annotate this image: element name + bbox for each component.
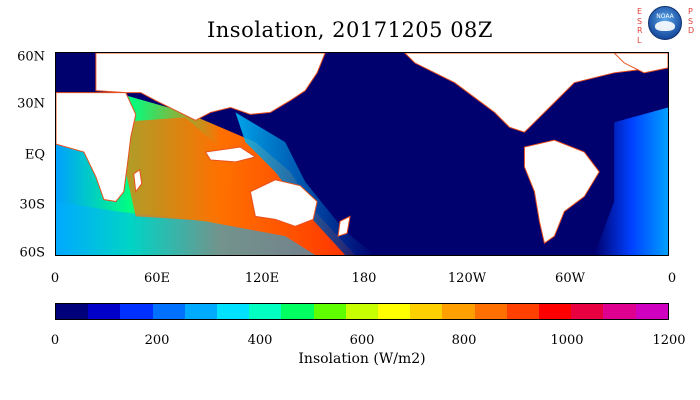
colorbar-swatch xyxy=(152,304,185,319)
colorbar-swatch xyxy=(281,304,314,319)
colorbar-swatch xyxy=(120,304,153,319)
logo-letter: R xyxy=(637,26,643,35)
logo-letter: E xyxy=(637,7,643,16)
colorbar-tick-label: 400 xyxy=(247,333,273,348)
y-tick-label: EQ xyxy=(24,147,45,163)
indonesia xyxy=(204,146,257,163)
logo-letter: S xyxy=(688,16,694,26)
x-tick-label: 120E xyxy=(244,271,280,286)
eurasia xyxy=(95,53,326,121)
noaa-esrl-psd-logo: E S R L NOAA P S D xyxy=(626,4,700,45)
colorbar-title: Insolation (W/m2) xyxy=(298,351,426,367)
colorbar-swatch xyxy=(603,304,636,319)
new-zealand xyxy=(337,215,351,237)
colorbar-tick-label: 600 xyxy=(349,333,375,348)
y-tick-label: 30S xyxy=(19,197,45,213)
southern-ocean-band xyxy=(56,201,316,255)
y-tick-label: 30N xyxy=(17,96,45,112)
x-tick-label: 0 xyxy=(667,271,677,286)
south-america xyxy=(523,139,600,244)
colorbar-swatch xyxy=(506,304,540,319)
colorbar-swatch xyxy=(539,304,572,319)
colorbar-swatch xyxy=(184,304,218,319)
colorbar-swatch xyxy=(410,304,443,319)
colorbar-swatch xyxy=(474,304,507,319)
colorbar-swatch xyxy=(378,304,411,319)
colorbar-swatch xyxy=(442,304,475,319)
colorbar-swatch xyxy=(217,304,250,319)
australia xyxy=(249,179,318,227)
colorbar-tick-label: 800 xyxy=(451,333,477,348)
colorbar-swatch xyxy=(249,304,282,319)
landmasses xyxy=(56,53,668,244)
colorbar-swatch xyxy=(313,304,346,319)
noaa-badge-icon: NOAA xyxy=(648,6,682,40)
x-tick-label: 60W xyxy=(555,271,585,286)
x-tick-label: 180 xyxy=(351,271,377,286)
logo-letter: L xyxy=(637,35,642,45)
colorbar-tick-label: 0 xyxy=(50,333,60,348)
colorbar-swatch xyxy=(571,304,604,319)
terminator-glow xyxy=(235,112,375,255)
logo-letter: P xyxy=(688,7,693,16)
x-tick-label: 60E xyxy=(143,271,171,286)
x-tick-label: 120W xyxy=(447,271,487,286)
logo-letter: S xyxy=(637,16,643,26)
tropical-band xyxy=(115,117,236,222)
greenland xyxy=(613,53,668,74)
y-tick-label: 60S xyxy=(19,245,45,261)
insolation-colorbar xyxy=(55,303,669,320)
logo-letter: D xyxy=(688,26,695,35)
y-tick-label: 60N xyxy=(17,49,45,65)
colorbar-tick-label: 1000 xyxy=(550,333,584,348)
madagascar xyxy=(133,168,143,193)
colorbar-tick-label: 200 xyxy=(144,333,170,348)
africa xyxy=(56,92,137,203)
colorbar-swatch xyxy=(56,304,89,319)
map-title: Insolation, 20171205 08Z xyxy=(206,18,494,42)
x-tick-label: 0 xyxy=(50,271,60,286)
colorbar-swatch xyxy=(635,304,668,319)
colorbar-tick-label: 1200 xyxy=(652,333,686,348)
colorbar-swatch xyxy=(345,304,379,319)
colorbar-swatch xyxy=(88,304,121,319)
dawn-region xyxy=(594,107,668,255)
insolation-map xyxy=(55,52,669,256)
